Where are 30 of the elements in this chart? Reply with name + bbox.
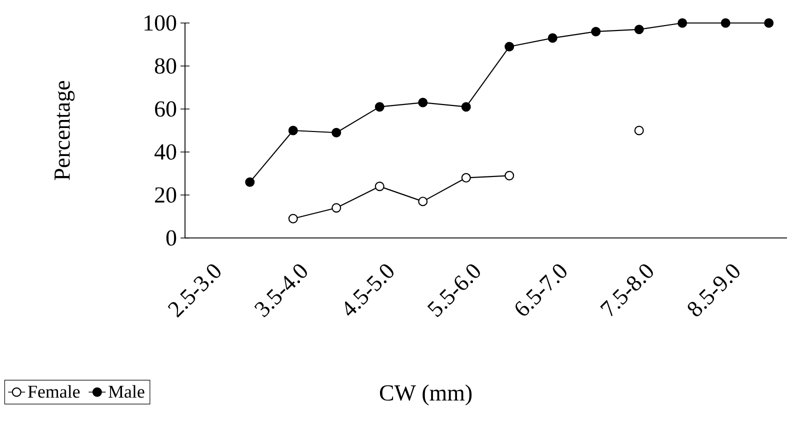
- point: [418, 98, 428, 108]
- point: [332, 128, 342, 138]
- point: [461, 173, 471, 183]
- point: [418, 196, 428, 206]
- point: [374, 102, 384, 112]
- y-tick-label: 80: [154, 58, 176, 74]
- point: [764, 18, 774, 28]
- point: [504, 42, 514, 52]
- point: [634, 126, 644, 136]
- y-tick-label: 60: [155, 101, 176, 117]
- point: [374, 182, 384, 192]
- y-tick-label: 20: [155, 187, 176, 203]
- point: [720, 18, 730, 28]
- point: [288, 214, 298, 224]
- point: [245, 177, 255, 187]
- legend-label: Female: [28, 385, 80, 398]
- x-axis-title: CW (mm): [380, 384, 472, 406]
- legend-label: Male: [108, 385, 144, 398]
- y-tick-label: 40: [154, 144, 176, 160]
- y-tick-label: 100: [144, 15, 176, 31]
- point: [504, 170, 514, 180]
- point: [288, 126, 298, 136]
- point: [548, 33, 558, 43]
- point: [678, 18, 688, 28]
- point: [634, 24, 644, 34]
- y-axis-title: Percentage: [54, 81, 75, 180]
- point: [332, 203, 342, 213]
- y-tick-label: 0: [166, 230, 176, 246]
- point: [461, 102, 471, 112]
- point: [591, 26, 601, 36]
